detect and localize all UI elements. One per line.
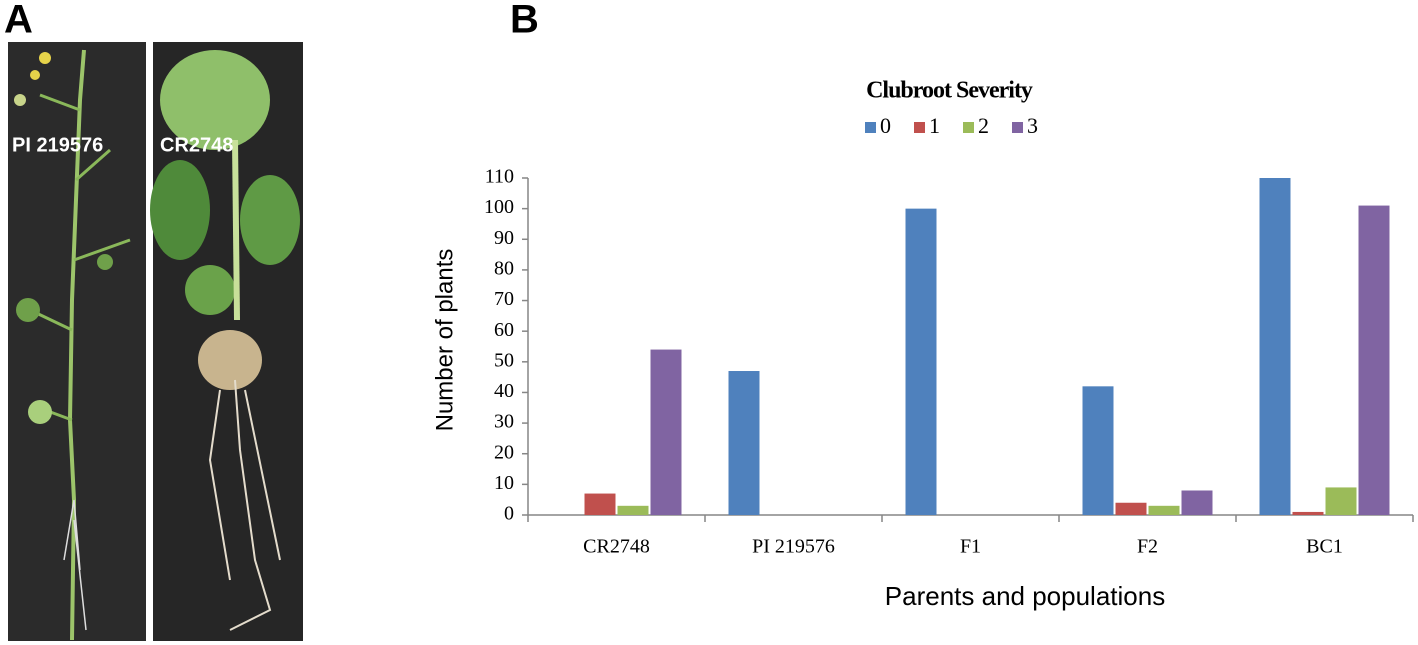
bar — [650, 349, 682, 515]
photo — [150, 42, 303, 641]
x-axis-label: Parents and populations — [885, 581, 1165, 611]
x-tick-label: PI 219576 — [752, 536, 835, 558]
bar — [905, 208, 937, 516]
legend-swatch — [1012, 122, 1023, 133]
y-tick-label: 60 — [494, 319, 514, 341]
y-tick-label: 20 — [494, 441, 514, 463]
legend-label: 3 — [1027, 113, 1038, 138]
bar — [584, 493, 616, 515]
photo-label: CR2748 — [160, 134, 233, 156]
panel-label: B — [510, 0, 539, 42]
legend-swatch — [865, 122, 876, 133]
legend-label: 2 — [978, 113, 989, 138]
photo-label: PI 219576 — [12, 134, 103, 156]
bar — [728, 371, 760, 515]
y-tick-label: 10 — [494, 472, 514, 494]
x-tick-label: BC1 — [1306, 536, 1343, 558]
bar — [1259, 178, 1291, 515]
y-tick-label: 70 — [494, 288, 514, 310]
legend-swatch — [963, 122, 974, 133]
y-tick-label: 40 — [494, 380, 514, 402]
y-tick-label: 80 — [494, 258, 514, 280]
panel-label: A — [4, 0, 33, 42]
legend-swatch — [914, 122, 925, 133]
x-tick-label: CR2748 — [583, 536, 650, 558]
bar — [1325, 487, 1357, 515]
legend-label: 0 — [880, 113, 891, 138]
y-tick-label: 110 — [485, 166, 514, 188]
bar — [617, 505, 649, 515]
bar — [1181, 490, 1213, 515]
y-tick-label: 50 — [494, 349, 514, 371]
legend-title: Clubroot Severity — [866, 78, 1033, 104]
x-tick-label: F2 — [1137, 536, 1158, 558]
x-tick-label: F1 — [960, 536, 981, 558]
bar — [1148, 505, 1180, 515]
y-tick-label: 0 — [504, 503, 514, 525]
photo — [8, 42, 146, 641]
bar — [1292, 511, 1324, 515]
bar — [1358, 205, 1390, 515]
bar — [1082, 386, 1114, 515]
y-tick-label: 30 — [494, 411, 514, 433]
bar — [1115, 502, 1147, 515]
y-axis-label: Number of plants — [431, 249, 458, 432]
legend-label: 1 — [929, 113, 940, 138]
y-tick-label: 90 — [494, 227, 514, 249]
y-tick-label: 100 — [484, 196, 514, 218]
